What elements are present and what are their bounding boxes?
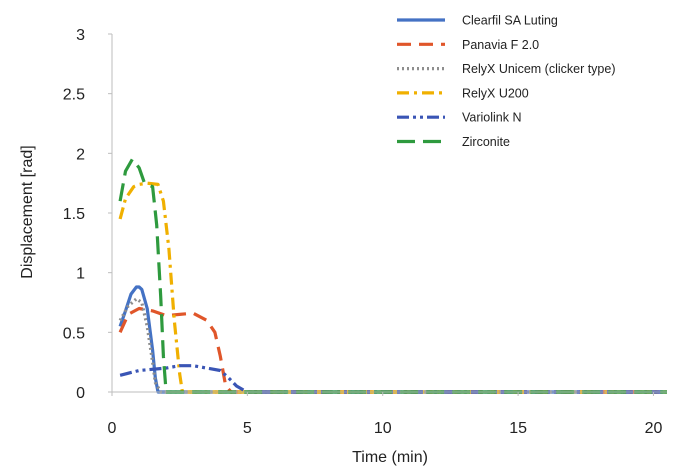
axes-layer: 0 0.5 1 1.5 2 2.5 3 0 5 10 15 20 <box>63 27 667 437</box>
x-tick-label: 5 <box>243 420 252 437</box>
legend-label: RelyX U200 <box>462 86 529 100</box>
legend-label: RelyX Unicem (clicker type) <box>462 62 616 76</box>
y-tick-label: 2.5 <box>63 87 85 104</box>
x-tick-label: 20 <box>645 420 663 437</box>
legend-label: Zirconite <box>462 135 510 149</box>
y-tick-label: 1 <box>76 266 85 283</box>
x-tick-label: 15 <box>509 420 527 437</box>
series-line-variolink-n <box>119 364 667 394</box>
legend-label: Clearfil SA Luting <box>462 14 558 28</box>
series-line-zirconite <box>118 157 667 394</box>
series-layer <box>118 157 667 394</box>
y-tick-label: 0.5 <box>63 325 85 342</box>
y-tick-label: 3 <box>76 27 85 44</box>
x-axis-title: Time (min) <box>352 449 428 466</box>
series-line-relyx-u200 <box>118 181 667 394</box>
legend: Clearfil SA Luting Panavia F 2.0 RelyX Uni… <box>397 14 616 149</box>
y-tick-label: 1.5 <box>63 206 85 223</box>
x-tick-label: 10 <box>374 420 392 437</box>
series-line-panavia-f-2-0 <box>118 306 667 394</box>
y-tick-label: 0 <box>76 385 85 402</box>
x-tick-label: 0 <box>108 420 117 437</box>
y-axis-title: Displacement [rad] <box>19 145 36 278</box>
legend-label: Panavia F 2.0 <box>462 38 539 52</box>
y-tick-label: 2 <box>76 146 85 163</box>
series-line-relyx-unicem-clicker-type <box>118 297 667 394</box>
legend-label: Variolink N <box>462 111 522 125</box>
series-line-clearfil-sa-luting <box>118 285 667 394</box>
